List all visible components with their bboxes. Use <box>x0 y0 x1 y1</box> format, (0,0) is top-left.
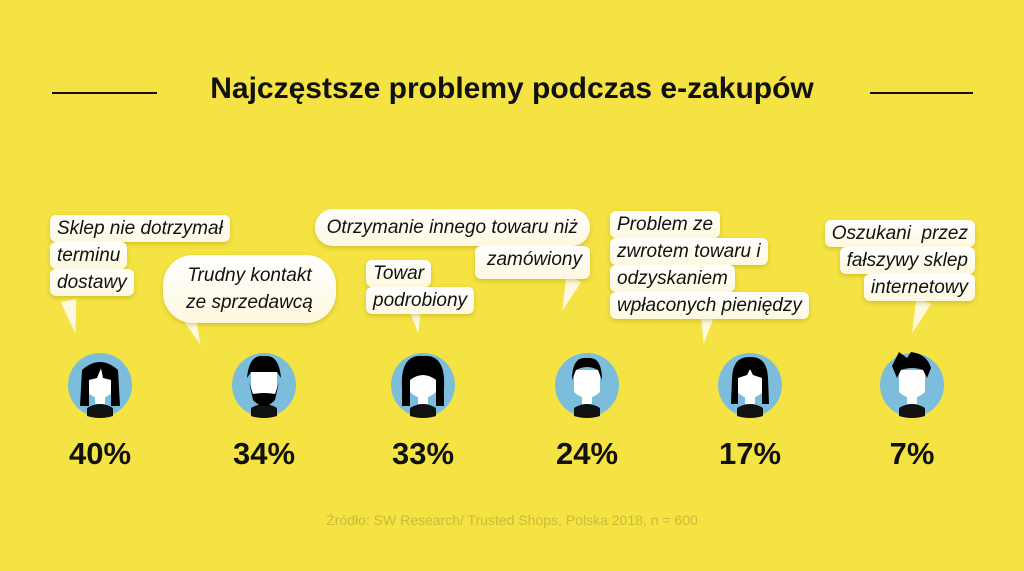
page-title: Najczęstsze problemy podczas e-zakupów <box>210 72 814 105</box>
man-short-hair-avatar-icon <box>552 348 622 418</box>
bubble-line: wpłaconych pieniędzy <box>610 292 809 319</box>
percent-value: 7% <box>889 436 935 471</box>
bubble-line: odzyskaniem <box>610 265 735 292</box>
bubble-line: Trudny kontakt <box>187 265 312 286</box>
speech-bubble-returns: Problem ze zwrotem towaru i odzyskaniem … <box>610 211 809 319</box>
woman-bangs-avatar-icon <box>65 348 135 418</box>
bubble-line: Oszukani przez <box>824 220 975 247</box>
man-quiff-avatar-icon <box>877 348 947 418</box>
title-rule-right <box>870 92 973 94</box>
bubble-line: zwrotem towaru i <box>610 238 768 265</box>
woman-bob-avatar-icon <box>715 348 785 418</box>
percent-value: 40% <box>68 436 132 471</box>
bubble-line: zamówiony <box>474 246 590 279</box>
source-note: Źródło: SW Research/ Trusted Shops, Pols… <box>326 512 698 528</box>
bubble-line: podrobiony <box>366 287 475 314</box>
bubble-tail <box>60 298 84 336</box>
speech-bubble-counterfeit: Towar podrobiony <box>366 260 475 314</box>
speech-bubble-delivery: Sklep nie dotrzymał terminu dostawy <box>50 215 230 296</box>
bubble-line: Sklep nie dotrzymał <box>50 215 230 242</box>
percent-value: 24% <box>555 436 619 471</box>
speech-bubble-wrong-item: Otrzymanie innego towaru niż zamówiony <box>290 209 590 279</box>
bubble-line: Otrzymanie innego towaru niż <box>314 209 590 246</box>
percent-value: 17% <box>718 436 782 471</box>
bubble-line: Problem ze <box>610 211 721 238</box>
bubble-tail <box>904 298 932 336</box>
speech-bubble-scam: Oszukani przez fałszywy sklep internetow… <box>780 220 975 301</box>
bearded-man-avatar-icon <box>229 348 299 418</box>
woman-long-hair-avatar-icon <box>388 348 458 418</box>
title-rule-left <box>52 92 157 94</box>
speech-bubble-contact: Trudny kontakt ze sprzedawcą <box>163 255 336 323</box>
bubble-tail <box>554 276 582 314</box>
bubble-line: Towar <box>366 260 432 287</box>
bubble-line: terminu <box>50 242 128 269</box>
bubble-line: ze sprzedawcą <box>186 292 313 313</box>
bubble-line: internetowy <box>863 274 975 301</box>
bubble-line: fałszywy sklep <box>839 247 975 274</box>
percent-value: 33% <box>391 436 455 471</box>
percent-value: 34% <box>232 436 296 471</box>
bubble-line: dostawy <box>50 269 134 296</box>
